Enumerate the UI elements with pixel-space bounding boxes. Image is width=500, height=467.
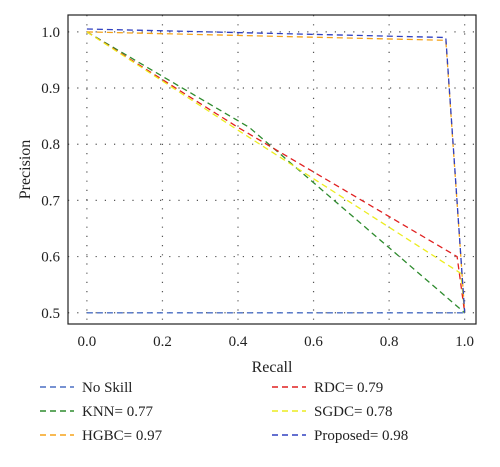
y-tick-label: 0.6 — [41, 250, 60, 266]
series-layer — [86, 28, 466, 314]
x-tick-label: 0.4 — [229, 334, 248, 350]
y-tick-label: 0.8 — [41, 137, 60, 153]
legend-label: No Skill — [82, 380, 132, 396]
y-tick-label: 0.5 — [41, 306, 60, 322]
tick-labels: 0.0 0.2 0.4 0.6 0.8 1.0 0.5 0.6 0.7 0.8 0.9 1.0 — [41, 25, 474, 350]
x-tick-label: 0.6 — [304, 334, 323, 350]
legend-label: RDC= 0.79 — [314, 380, 383, 396]
x-axis-label: Recall — [252, 359, 293, 376]
x-tick-label: 0.8 — [380, 334, 399, 350]
grid — [68, 15, 476, 324]
series-line-5 — [86, 28, 466, 313]
y-axis-label: Precision — [17, 140, 34, 200]
y-tick-label: 1.0 — [41, 25, 60, 41]
legend-label: HGBC= 0.97 — [82, 428, 163, 444]
legend-label: Proposed= 0.98 — [314, 428, 408, 444]
series-line-4 — [86, 31, 466, 313]
series-line-3 — [86, 31, 466, 313]
series-line-1 — [86, 31, 466, 314]
y-tick-label: 0.7 — [41, 193, 60, 209]
legend: No Skill KNN= 0.77 HGBC= 0.97 RDC= 0.79 SGDC… — [40, 380, 408, 444]
series-line-2 — [86, 31, 466, 313]
plot-frame — [67, 14, 477, 325]
x-tick-label: 0.2 — [153, 334, 172, 350]
legend-label: SGDC= 0.78 — [314, 404, 392, 420]
legend-label: KNN= 0.77 — [82, 404, 153, 420]
y-tick-label: 0.9 — [41, 81, 60, 97]
x-tick-label: 1.0 — [455, 334, 474, 350]
x-tick-label: 0.0 — [78, 334, 97, 350]
